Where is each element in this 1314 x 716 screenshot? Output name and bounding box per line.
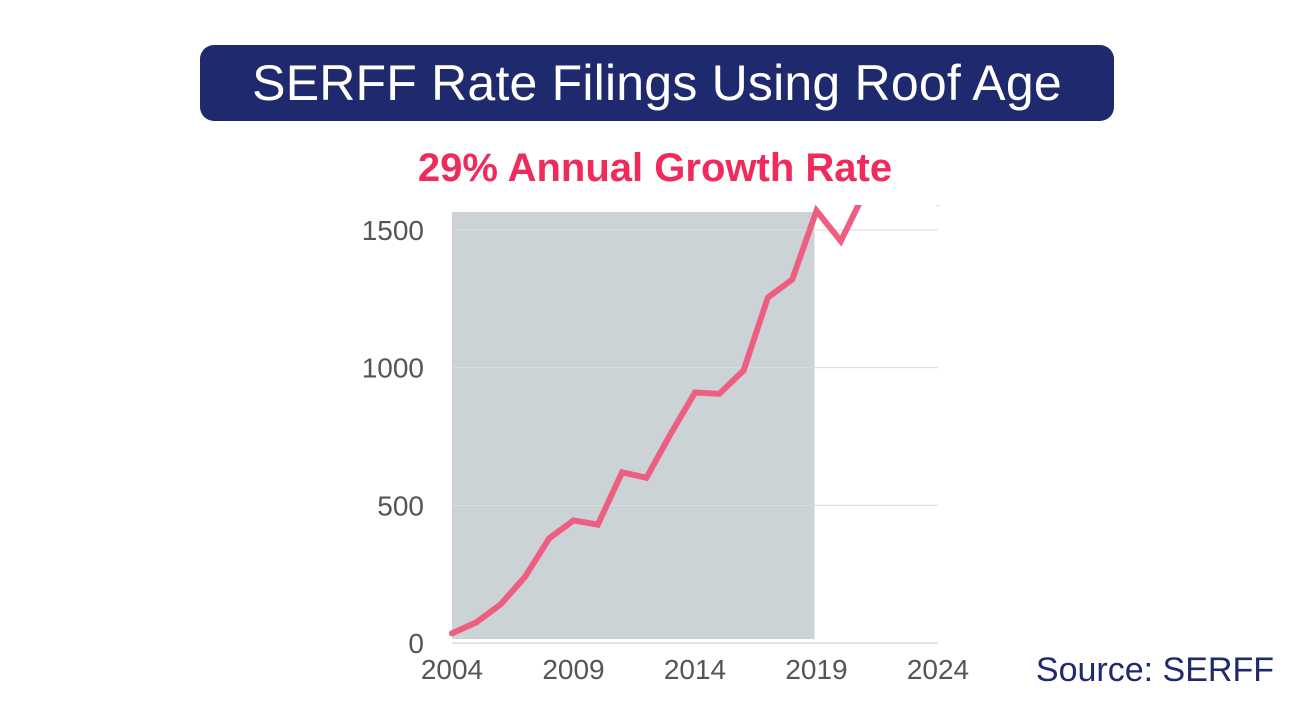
y-tick-label-500: 500: [377, 490, 424, 521]
growth-rate-subtitle: 29% Annual Growth Rate: [417, 146, 893, 190]
source-credit: Source: SERFF: [1035, 651, 1274, 689]
shaded-period: [452, 212, 815, 639]
y-tick-label-0: 0: [408, 628, 424, 659]
x-tick-label-2019: 2019: [785, 654, 847, 685]
x-tick-label-2004: 2004: [421, 654, 483, 685]
x-tick-label-2009: 2009: [542, 654, 604, 685]
chart-title-banner: SERFF Rate Filings Using Roof Age: [200, 45, 1114, 121]
y-tick-label-1500: 1500: [362, 215, 424, 246]
x-tick-label-2014: 2014: [664, 654, 726, 685]
y-tick-label-1000: 1000: [362, 353, 424, 384]
x-tick-label-2024: 2024: [907, 654, 969, 685]
